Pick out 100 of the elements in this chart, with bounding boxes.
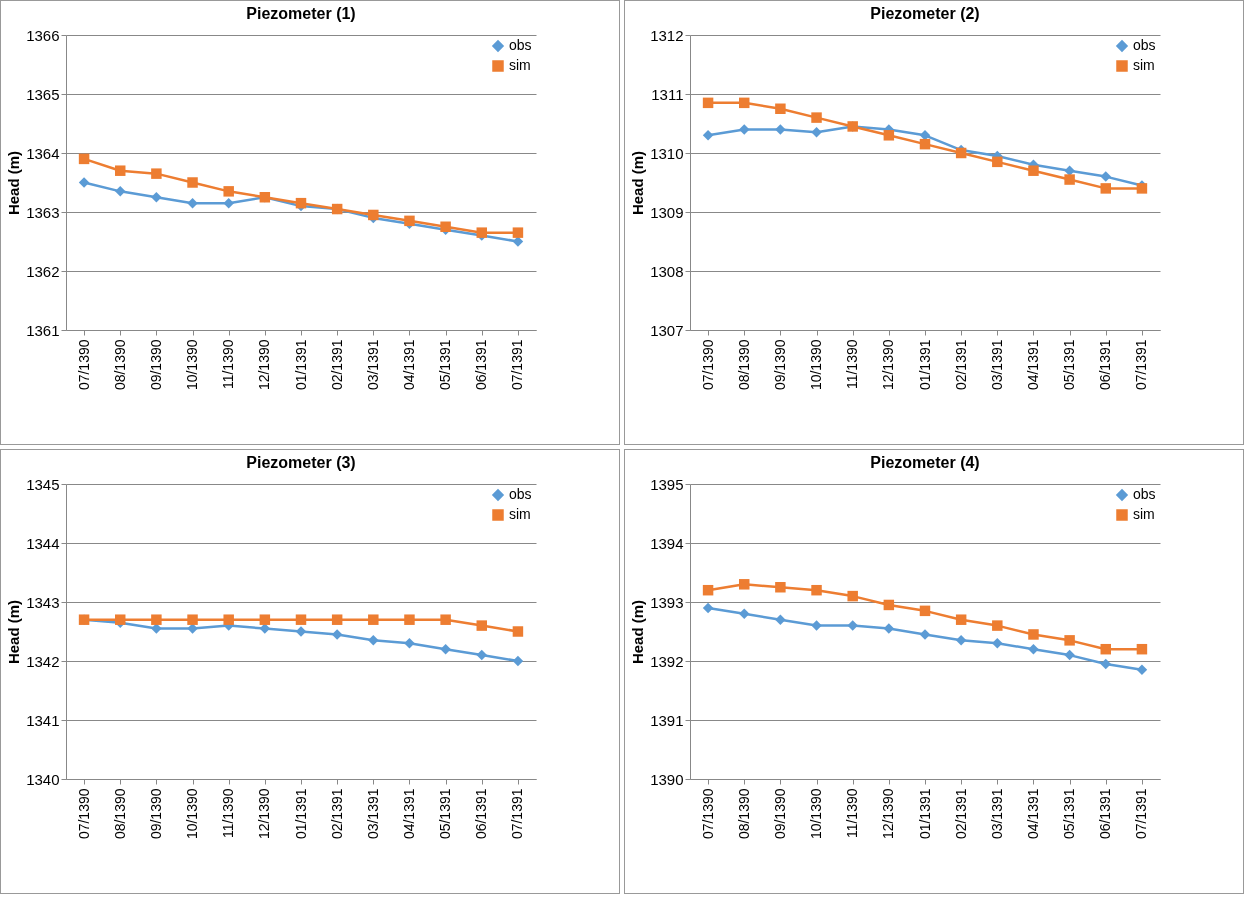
x-tick-label: 03/1391 xyxy=(364,339,381,391)
point xyxy=(738,124,750,135)
legend-label: obs xyxy=(1133,37,1156,53)
legend-label: sim xyxy=(509,506,531,522)
point xyxy=(114,165,126,176)
x-tick-label: 04/1391 xyxy=(1024,788,1041,840)
point xyxy=(702,97,714,109)
x-tick-label: 09/1390 xyxy=(771,788,788,840)
point xyxy=(295,626,307,637)
point xyxy=(331,629,343,640)
y-tick-label: 1341 xyxy=(26,711,60,729)
point xyxy=(151,623,162,634)
x-tick-label: 03/1391 xyxy=(364,788,381,840)
x-tick-label: 11/1390 xyxy=(220,788,237,839)
point xyxy=(775,614,786,625)
x-tick-label: 07/1391 xyxy=(1133,339,1150,391)
point xyxy=(992,156,1003,168)
point xyxy=(151,614,162,625)
point xyxy=(811,620,822,631)
point xyxy=(331,614,343,625)
y-tick-label: 1392 xyxy=(650,652,684,670)
point xyxy=(78,177,90,188)
y-tick-label: 1311 xyxy=(651,85,684,103)
point xyxy=(811,584,822,596)
x-tick-label: 05/1391 xyxy=(437,788,454,840)
x-tick-label: 05/1391 xyxy=(437,339,454,391)
x-tick-label: 05/1391 xyxy=(1061,788,1078,840)
point xyxy=(368,635,379,646)
point xyxy=(992,620,1003,631)
x-tick-label: 10/1390 xyxy=(184,788,201,840)
x-tick-label: 06/1391 xyxy=(473,788,490,840)
y-tick-label: 1365 xyxy=(26,85,60,103)
chart-title: Piezometer (2) xyxy=(870,5,980,22)
y-tick-label: 1307 xyxy=(650,321,684,339)
y-tick-label: 1309 xyxy=(650,203,684,221)
point xyxy=(223,614,234,625)
point xyxy=(1100,643,1112,655)
point xyxy=(811,112,822,123)
x-tick-label: 03/1391 xyxy=(988,788,1005,840)
x-tick-label: 02/1391 xyxy=(952,788,969,840)
x-tick-label: 09/1390 xyxy=(771,339,788,391)
point xyxy=(404,638,415,649)
x-tick-label: 10/1390 xyxy=(184,339,201,391)
point xyxy=(259,614,271,625)
x-tick-label: 08/1390 xyxy=(735,339,752,391)
x-tick-label: 01/1391 xyxy=(916,339,933,391)
point xyxy=(512,626,524,637)
y-tick-label: 1343 xyxy=(26,593,60,611)
point xyxy=(368,614,379,625)
y-tick-label: 1391 xyxy=(650,711,684,729)
x-tick-label: 07/1391 xyxy=(1133,788,1150,840)
y-tick-label: 1361 xyxy=(26,321,60,339)
point xyxy=(1100,183,1112,194)
point xyxy=(78,153,90,165)
x-tick-label: 01/1391 xyxy=(916,788,933,840)
x-tick-label: 10/1390 xyxy=(808,339,825,391)
point xyxy=(151,168,162,179)
point xyxy=(883,599,895,611)
point xyxy=(1028,629,1039,640)
x-tick-label: 06/1391 xyxy=(1097,788,1114,840)
point xyxy=(404,614,415,625)
y-axis-title: Head (m) xyxy=(629,599,647,665)
x-tick-label: 05/1391 xyxy=(1061,339,1078,391)
x-tick-label: 07/1390 xyxy=(699,339,716,391)
x-tick-label: 08/1390 xyxy=(111,339,128,391)
point xyxy=(114,186,126,197)
point xyxy=(775,582,786,593)
x-tick-label: 11/1390 xyxy=(844,339,861,390)
y-tick-label: 1395 xyxy=(650,475,684,493)
point xyxy=(1064,649,1075,661)
point xyxy=(1064,635,1075,646)
x-tick-label: 11/1390 xyxy=(220,339,237,390)
point xyxy=(476,649,488,661)
y-tick-label: 1310 xyxy=(650,144,684,162)
y-tick-label: 1345 xyxy=(26,475,60,493)
point xyxy=(1136,664,1148,676)
y-tick-label: 1393 xyxy=(650,593,684,611)
x-tick-label: 12/1390 xyxy=(880,788,897,840)
point xyxy=(811,127,822,138)
y-tick-label: 1342 xyxy=(26,652,60,670)
x-tick-label: 07/1390 xyxy=(75,339,92,391)
point xyxy=(1028,643,1039,655)
x-tick-label: 07/1391 xyxy=(509,788,526,840)
point xyxy=(1028,165,1039,176)
x-tick-label: 04/1391 xyxy=(400,788,417,840)
x-tick-label: 09/1390 xyxy=(147,788,164,840)
x-tick-label: 02/1391 xyxy=(952,339,969,391)
point xyxy=(775,103,786,114)
x-tick-label: 07/1391 xyxy=(509,339,526,391)
point xyxy=(738,579,750,590)
point xyxy=(440,643,451,655)
point xyxy=(919,605,931,617)
point xyxy=(702,602,714,614)
point xyxy=(738,97,750,109)
x-tick-label: 12/1390 xyxy=(256,788,273,840)
y-tick-label: 1344 xyxy=(26,534,60,552)
x-tick-label: 09/1390 xyxy=(147,339,164,391)
x-tick-label: 12/1390 xyxy=(880,339,897,391)
x-tick-label: 01/1391 xyxy=(292,788,309,840)
point xyxy=(847,620,858,631)
